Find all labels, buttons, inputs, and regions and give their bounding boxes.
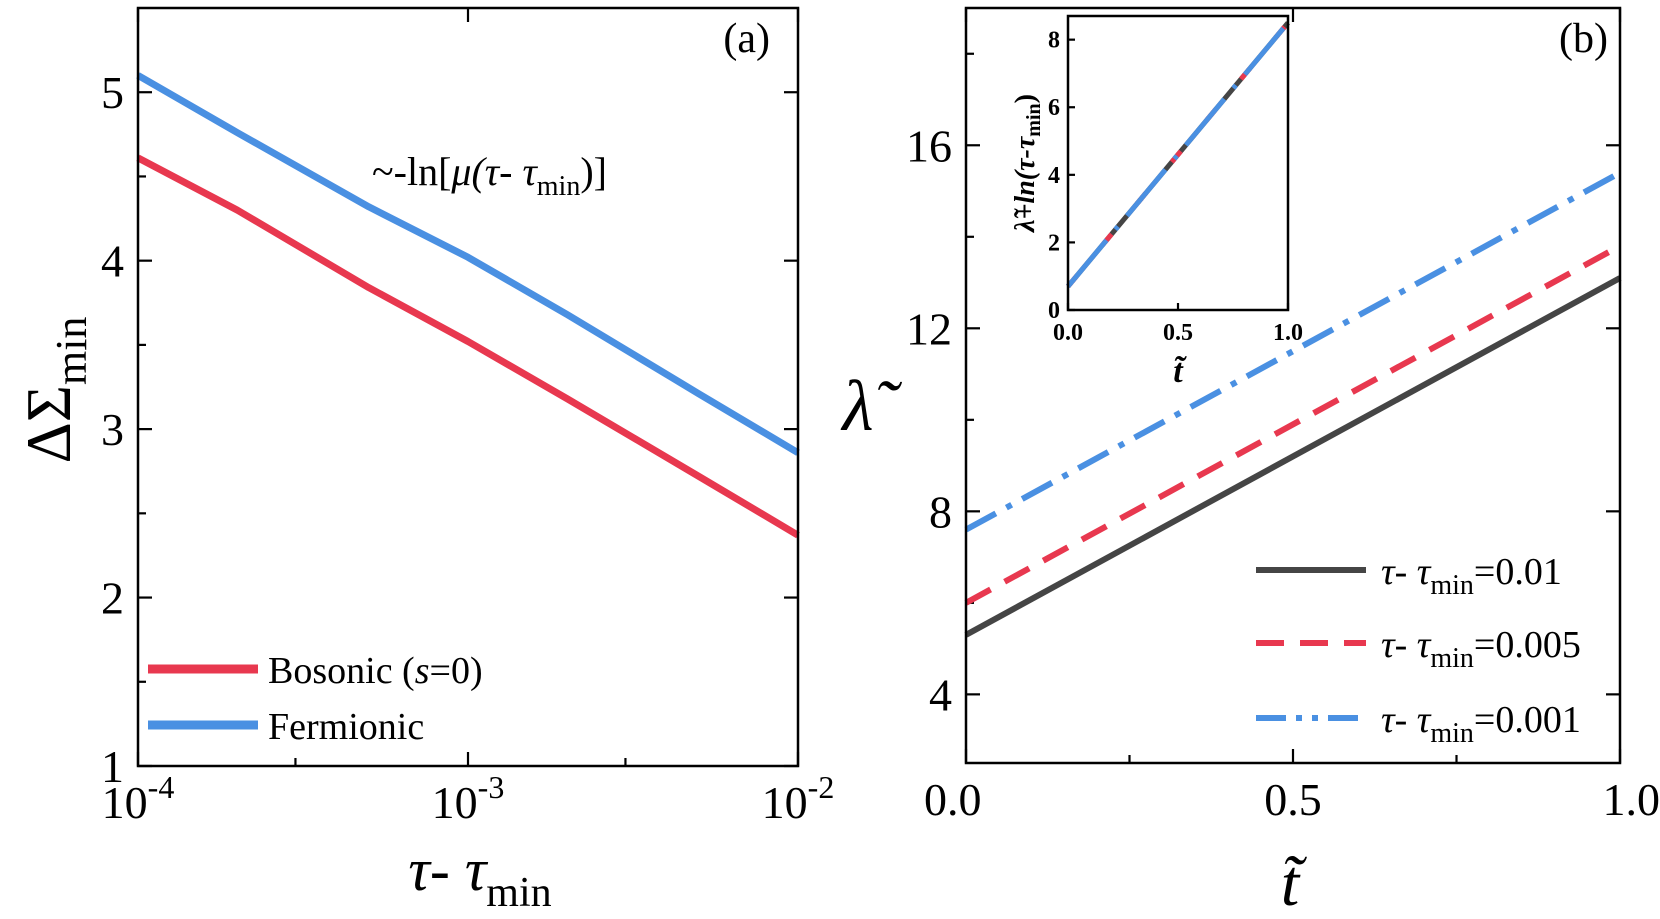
inset-ylabel: λ̃+ln(τ-τmin): [1010, 94, 1045, 233]
inset-xtick-label: 1.0: [1273, 320, 1303, 346]
panel-a-xlabel: τ- τmin: [408, 837, 551, 916]
b-xtick-label: 1.0: [1603, 774, 1660, 825]
inset-frame: [1066, 14, 1290, 312]
panel-a-legend: Bosonic (s=0) Fermionic: [148, 650, 483, 748]
panel-a-annotation: ~-ln[μ(τ- τmin)]: [372, 149, 607, 202]
a-ytick-label: 5: [101, 67, 124, 118]
panel-a-series-line-0: [136, 154, 800, 539]
panel-b-series-line-0: [964, 275, 1622, 638]
b-ytick-label: 8: [929, 486, 952, 537]
panel-b-series-line-1: [964, 243, 1622, 606]
inset-series: [1066, 21, 1290, 288]
a-ytick-label: 2: [101, 573, 124, 624]
panel-b-series-line-2: [964, 170, 1622, 533]
b-ytick-label: 16: [906, 120, 952, 171]
inset-xtick-label: 0.0: [1053, 320, 1083, 346]
inset-xtick-label: 0.5: [1163, 320, 1193, 346]
panel-a-letter: (a): [723, 16, 770, 62]
panel-a-series-line-1: [136, 72, 800, 456]
inset-ytick-label: 8: [1048, 28, 1060, 54]
panel-b-inset: 0.0 0.5 1.0 0 2 4 6 8 λ̃+ln(τ-τmin) t̃: [1010, 14, 1303, 390]
b-xtick-label: 0.5: [1264, 774, 1322, 825]
legend-label-0.005: τ- τmin=0.005: [1381, 624, 1581, 674]
panel-b-tick-labels: 0.0 0.5 1.0 4 8 12 16: [906, 120, 1660, 825]
legend-label-fermionic: Fermionic: [268, 706, 424, 748]
panel-b-ylabel: λ̃: [840, 366, 902, 446]
panel-a-frame: [136, 6, 800, 768]
inset-ytick-label: 0: [1048, 298, 1060, 324]
panel-a: 10-4 10-3 10-2 1 2 3 4 5 (a) ~-ln[μ(τ- τmin)] Δ…: [13, 6, 834, 916]
legend-label-0.01: τ- τmin=0.01: [1381, 551, 1562, 601]
panel-b-legend: τ- τmin=0.01 τ- τmin=0.005 τ- τmin=0.001: [1256, 551, 1581, 749]
inset-tick-labels: 0.0 0.5 1.0 0 2 4 6 8: [1048, 28, 1303, 346]
a-xtick-label: 10-2: [762, 769, 835, 828]
a-ytick-label: 4: [101, 236, 124, 287]
panel-b-xlabel: t̃: [1281, 847, 1308, 919]
inset-series-line-2: [1066, 21, 1290, 288]
inset-ytick-label: 4: [1048, 163, 1060, 189]
inset-ytick-label: 2: [1048, 230, 1060, 256]
inset-xlabel: t̃: [1173, 353, 1187, 390]
legend-label-bosonic: Bosonic (s=0): [268, 650, 483, 692]
a-xtick-label: 10-4: [102, 769, 175, 828]
a-ytick-label: 1: [101, 741, 124, 792]
panel-b-letter: (b): [1559, 16, 1608, 62]
panel-a-tick-labels: 10-4 10-3 10-2 1 2 3 4 5: [101, 67, 834, 828]
b-xtick-label: 0.0: [924, 774, 982, 825]
panel-b-series: [964, 170, 1622, 638]
inset-ytick-label: 6: [1048, 95, 1060, 121]
legend-label-0.001: τ- τmin=0.001: [1381, 699, 1581, 749]
b-ytick-label: 4: [929, 669, 952, 720]
panel-b: 0.0 0.5 1.0 4 8 12 16 (b) λ̃ t̃ τ- τmin=0.01 τ…: [840, 6, 1660, 919]
panel-a-ylabel: ΔΣmin: [13, 317, 96, 464]
panel-a-series: [136, 72, 800, 539]
a-xtick-label: 10-3: [432, 769, 505, 828]
panel-b-frame: [964, 6, 1622, 765]
a-ytick-label: 3: [101, 404, 124, 455]
b-ytick-label: 12: [906, 303, 952, 354]
